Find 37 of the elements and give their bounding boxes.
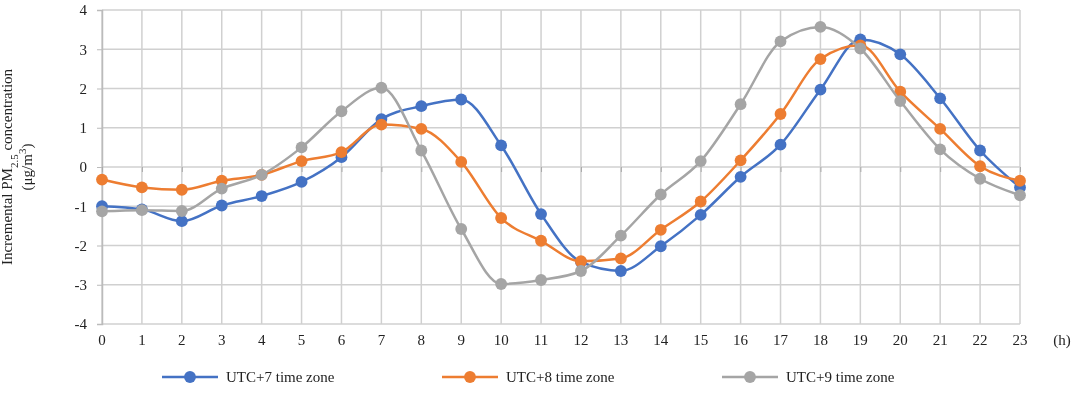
y-tick-label: -2 (74, 237, 87, 254)
x-tick-label: 7 (377, 332, 386, 348)
x-tick-label: 16 (733, 332, 749, 348)
legend-label: UTC+7 time zone (226, 369, 335, 385)
y-tick-label: 1 (79, 120, 87, 137)
y-tick-label: 0 (79, 159, 87, 176)
x-tick-label: 15 (693, 332, 709, 348)
x-tick-label: 2 (178, 332, 186, 348)
x-tick-label: 17 (773, 332, 789, 348)
x-tick-label: 6 (337, 332, 346, 348)
y-tick-label: -4 (74, 316, 88, 333)
x-tick-label: 18 (812, 332, 828, 348)
y-tick-label: -3 (74, 277, 87, 294)
x-tick-label: 20 (892, 332, 908, 348)
x-tick-label: 12 (573, 332, 589, 348)
y-tick-label: 3 (79, 41, 87, 58)
x-tick-label: 11 (533, 332, 549, 348)
x-tick-label: 3 (217, 332, 226, 348)
x-tick-label: 9 (457, 332, 465, 348)
legend-label: UTC+9 time zone (786, 369, 895, 385)
x-axis-title: (h) (1053, 332, 1071, 349)
x-tick-label: 5 (297, 332, 306, 348)
x-tick-label: 22 (972, 332, 988, 348)
x-tick-label: 23 (1012, 332, 1028, 348)
x-tick-label: 0 (98, 332, 106, 348)
x-tick-label: 13 (613, 332, 629, 348)
x-tick-label: 1 (138, 332, 146, 348)
legend-label: UTC+8 time zone (506, 369, 615, 385)
y-tick-label: 2 (79, 80, 87, 97)
y-tick-label: 4 (79, 2, 88, 19)
x-tick-label: 10 (493, 332, 509, 348)
x-tick-label: 8 (417, 332, 426, 348)
x-tick-label: 4 (257, 332, 266, 348)
x-tick-label: 21 (932, 332, 948, 348)
x-tick-label: 14 (653, 332, 669, 348)
x-tick-label: 19 (852, 332, 868, 348)
y-tick-label: -1 (74, 198, 87, 215)
